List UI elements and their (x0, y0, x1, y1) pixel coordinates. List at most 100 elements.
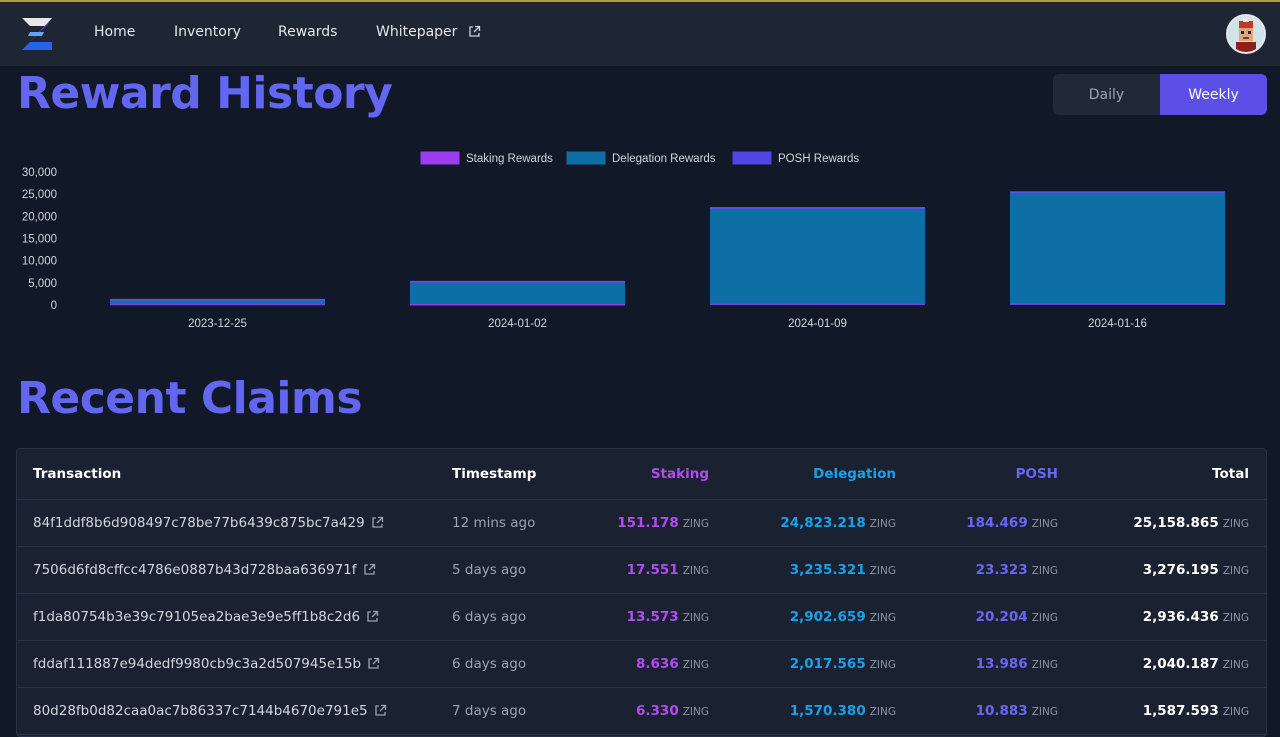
bar-segment (710, 303, 925, 305)
total-amount: 25,158.865 ZING (1133, 515, 1249, 531)
toggle-weekly[interactable]: Weekly (1160, 74, 1267, 115)
navbar: Home Inventory Rewards Whitepaper (0, 2, 1280, 66)
header-posh[interactable]: POSH (1015, 466, 1058, 482)
transaction-hash-text[interactable]: fddaf111887e94dedf9980cb9c3a2d507945e15b (33, 656, 362, 672)
transaction-hash[interactable]: f1da80754b3e39c79105ea2bae3e9e5ff1b8c2d6 (33, 609, 379, 625)
posh-value: 23.323 (975, 562, 1028, 578)
unit-label: ZING (1031, 659, 1058, 671)
unit-label: ZING (869, 518, 896, 530)
unit-label: ZING (1222, 706, 1249, 718)
staking-value: 13.573 (626, 609, 679, 625)
unit-label: ZING (682, 659, 709, 671)
transaction-hash[interactable]: 84f1ddf8b6d908497c78be77b6439c875bc7a429 (33, 515, 384, 531)
posh-value: 13.986 (975, 656, 1028, 672)
unit-label: ZING (682, 518, 709, 530)
nav-inventory[interactable]: Inventory (174, 24, 241, 40)
y-tick-label: 0 (51, 300, 57, 312)
delegation-value: 1,570.380 (789, 703, 866, 719)
timestamp: 12 mins ago (452, 515, 536, 531)
transaction-hash-text[interactable]: 7506d6fd8cffcc4786e0887b43d728baa636971f (33, 562, 357, 578)
posh-amount: 10.883 ZING (976, 703, 1058, 719)
table-row[interactable]: 84f1ddf8b6d908497c78be77b6439c875bc7a429… (17, 500, 1266, 547)
delegation-value: 24,823.218 (780, 515, 866, 531)
transaction-hash[interactable]: 7506d6fd8cffcc4786e0887b43d728baa636971f (33, 562, 376, 578)
legend-swatch (420, 151, 460, 165)
header-transaction[interactable]: Transaction (33, 466, 122, 482)
header-total[interactable]: Total (1212, 466, 1249, 482)
legend-label: Delegation Rewards (612, 153, 716, 165)
transaction-hash-text[interactable]: 80d28fb0d82caa0ac7b86337c7144b4670e791e5 (33, 703, 368, 719)
delegation-amount: 24,823.218 ZING (780, 515, 896, 531)
bar-segment (710, 208, 925, 304)
x-tick-label: 2023-12-25 (188, 318, 247, 330)
pixel-avatar-icon (1228, 16, 1264, 52)
total-value: 1,587.593 (1142, 703, 1219, 719)
nav-rewards[interactable]: Rewards (278, 24, 338, 40)
table-row[interactable]: 7506d6fd8cffcc4786e0887b43d728baa636971f… (17, 547, 1266, 594)
bar-segment (110, 304, 325, 306)
bar-segment (1010, 303, 1225, 305)
transaction-hash[interactable]: 80d28fb0d82caa0ac7b86337c7144b4670e791e5 (33, 703, 387, 719)
timestamp: 6 days ago (452, 609, 527, 625)
external-link-icon[interactable] (371, 516, 384, 529)
delegation-amount: 3,235.321 ZING (790, 562, 896, 578)
total-amount: 3,276.195 ZING (1143, 562, 1249, 578)
table-row[interactable]: f1da80754b3e39c79105ea2bae3e9e5ff1b8c2d6… (17, 594, 1266, 641)
transaction-hash[interactable]: fddaf111887e94dedf9980cb9c3a2d507945e15b (33, 656, 380, 672)
header-staking[interactable]: Staking (650, 466, 709, 482)
bar-segment (410, 303, 625, 306)
staking-amount: 6.330 ZING (636, 703, 709, 719)
posh-value: 10.883 (975, 703, 1028, 719)
staking-value: 8.636 (636, 656, 679, 672)
unit-label: ZING (1031, 612, 1058, 624)
posh-value: 184.469 (966, 515, 1028, 531)
bar-segment (110, 303, 325, 305)
posh-amount: 20.204 ZING (976, 609, 1058, 625)
unit-label: ZING (1031, 518, 1058, 530)
external-link-icon[interactable] (374, 704, 387, 717)
posh-amount: 13.986 ZING (976, 656, 1058, 672)
unit-label: ZING (869, 659, 896, 671)
staking-amount: 17.551 ZING (627, 562, 709, 578)
recent-claims-title: Recent Claims (17, 373, 363, 424)
user-avatar[interactable] (1226, 14, 1266, 54)
y-tick-label: 15,000 (22, 234, 57, 246)
total-amount: 2,936.436 ZING (1143, 609, 1249, 625)
nav-home[interactable]: Home (94, 24, 136, 40)
table-row[interactable]: 80d28fb0d82caa0ac7b86337c7144b4670e791e5… (17, 688, 1266, 735)
total-value: 25,158.865 (1133, 515, 1219, 531)
x-tick-label: 2024-01-02 (488, 318, 547, 330)
top-accent-line (0, 0, 1280, 2)
delegation-amount: 2,017.565 ZING (790, 656, 896, 672)
timestamp: 5 days ago (452, 562, 527, 578)
header-delegation[interactable]: Delegation (813, 466, 896, 482)
external-link-icon[interactable] (363, 563, 376, 576)
legend-swatch (566, 151, 606, 165)
header-timestamp[interactable]: Timestamp (452, 466, 537, 482)
legend-swatch (732, 151, 772, 165)
unit-label: ZING (682, 565, 709, 577)
toggle-daily[interactable]: Daily (1088, 86, 1125, 103)
table-row[interactable]: fddaf111887e94dedf9980cb9c3a2d507945e15b… (17, 641, 1266, 688)
unit-label: ZING (682, 706, 709, 718)
total-amount: 2,040.187 ZING (1143, 656, 1249, 672)
staking-value: 6.330 (636, 703, 679, 719)
bar-segment (410, 281, 625, 304)
bar-segment (1010, 192, 1225, 304)
unit-label: ZING (1031, 706, 1058, 718)
unit-label: ZING (1222, 612, 1249, 624)
y-tick-label: 20,000 (22, 211, 57, 223)
nav-whitepaper[interactable]: Whitepaper (376, 24, 481, 40)
transaction-hash-text[interactable]: 84f1ddf8b6d908497c78be77b6439c875bc7a429 (33, 515, 365, 531)
external-link-icon[interactable] (367, 657, 380, 670)
bar-segment (1010, 303, 1225, 305)
claims-table: Transaction Timestamp Staking Delegation… (16, 448, 1267, 737)
posh-amount: 23.323 ZING (976, 562, 1058, 578)
x-tick-label: 2024-01-09 (788, 318, 847, 330)
delegation-value: 2,902.659 (789, 609, 866, 625)
external-link-icon[interactable] (366, 610, 379, 623)
zing-logo[interactable] (20, 14, 54, 54)
table-header: Transaction Timestamp Staking Delegation… (17, 449, 1266, 500)
transaction-hash-text[interactable]: f1da80754b3e39c79105ea2bae3e9e5ff1b8c2d6 (33, 609, 361, 625)
staking-amount: 151.178 ZING (617, 515, 709, 531)
